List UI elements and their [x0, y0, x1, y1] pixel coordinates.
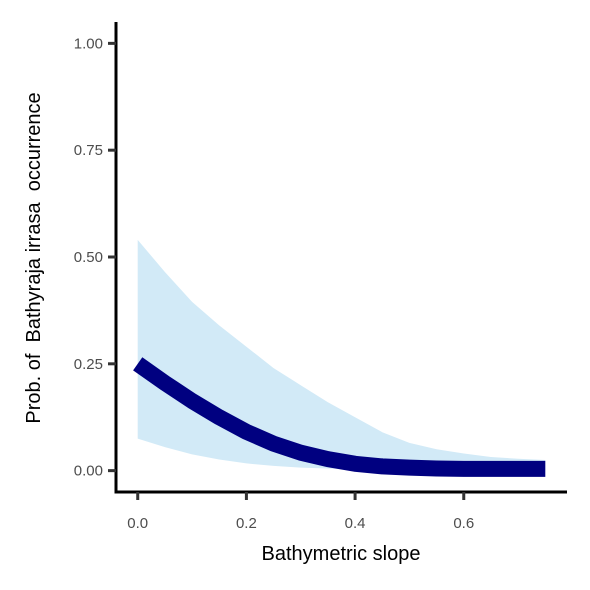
confidence-band [137, 239, 546, 471]
x-tick-label: 0.6 [453, 515, 474, 532]
x-tick-label: 0.0 [127, 515, 148, 532]
x-axis-title: Bathymetric slope [262, 543, 421, 565]
y-tick-label: 0.00 [74, 463, 103, 480]
y-tick-label: 0.50 [74, 249, 103, 266]
x-axis-ticks: 0.0 0.2 0.4 0.6 [127, 492, 474, 532]
x-tick-label: 0.4 [345, 515, 366, 532]
y-axis-title: Prob. of Bathyraja irrasa occurrence [23, 92, 45, 423]
y-axis-ticks: 0.00 0.25 0.50 0.75 1.00 [74, 35, 116, 480]
y-tick-label: 1.00 [74, 35, 103, 52]
x-tick-label: 0.2 [236, 515, 257, 532]
y-tick-label: 0.75 [74, 142, 103, 159]
plot-area [133, 239, 546, 477]
y-tick-label: 0.25 [74, 356, 103, 373]
fitted-probability-line [133, 357, 546, 477]
